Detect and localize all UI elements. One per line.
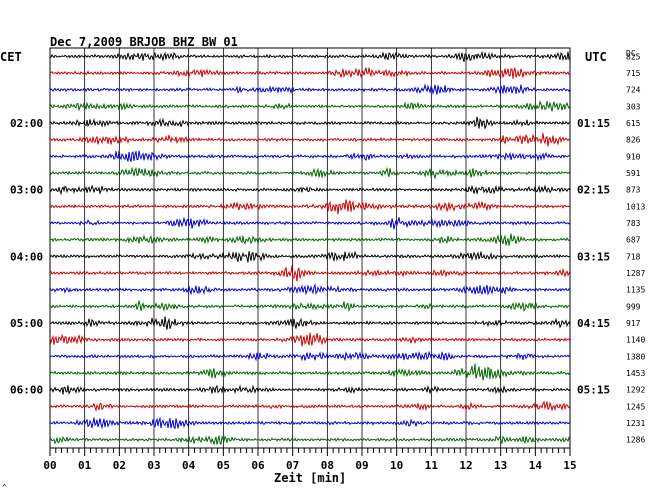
trace-line-7 — [49, 150, 571, 162]
dc-offset-label: 826 — [626, 136, 641, 145]
dc-offset-label: 825 — [626, 52, 641, 61]
x-tick-label: 11 — [425, 459, 439, 472]
dc-offset-label: 999 — [626, 302, 641, 311]
dc-offset-label: 1140 — [626, 336, 645, 345]
x-tick-label: 03 — [147, 459, 160, 472]
trace-line-4 — [49, 100, 571, 112]
left-timezone-label: CET — [0, 50, 22, 64]
trace-line-22 — [49, 400, 571, 413]
trace-line-15 — [49, 283, 571, 296]
dc-offset-label: 724 — [626, 86, 641, 95]
hour-labels: 02:00 03:00 04:00 05:00 06:00 01:15 02:15 03:15… — [10, 117, 610, 397]
trace-line-24 — [49, 435, 571, 446]
dc-offset-label: 1013 — [626, 202, 645, 211]
left-hour-label: 02:00 — [10, 117, 43, 130]
dc-offset-label: 1286 — [626, 436, 645, 445]
x-tick-label: 07 — [286, 459, 299, 472]
trace-line-23 — [49, 416, 571, 430]
trace-line-18 — [49, 332, 571, 347]
dc-offset-label: 687 — [626, 236, 641, 245]
dc-offset-label: 718 — [626, 252, 641, 261]
trace-line-11 — [49, 216, 571, 230]
dc-offset-label: 1231 — [626, 419, 645, 428]
trace-line-1 — [49, 50, 571, 62]
right-hour-label: 05:15 — [577, 384, 610, 397]
dc-offset-label: 1292 — [626, 386, 645, 395]
x-tick-label: 12 — [459, 459, 472, 472]
left-hour-label: 06:00 — [10, 384, 43, 397]
right-hour-label: 03:15 — [577, 250, 610, 263]
dc-offset-label: 715 — [626, 69, 641, 78]
x-tick-label: 00 — [43, 459, 56, 472]
x-tick-label: 02 — [113, 459, 126, 472]
chart-title: Dec 7,2009 BRJOB BHZ BW 01 — [50, 35, 238, 49]
trace-line-16 — [49, 300, 571, 313]
plot-grid — [84, 48, 536, 448]
x-tick-label: 08 — [321, 459, 334, 472]
trace-line-14 — [49, 265, 571, 282]
left-hour-label: 04:00 — [10, 250, 43, 263]
trace-line-21 — [49, 384, 571, 395]
dc-offset-label: 1380 — [626, 352, 645, 361]
trace-line-5 — [49, 116, 571, 129]
trace-line-3 — [49, 83, 571, 95]
dc-offset-label: 1135 — [626, 286, 645, 295]
dc-labels: 825 715 724 303 615 826 910 591 873 1013 783 687 718… — [626, 52, 645, 444]
dc-offset-label: 591 — [626, 169, 641, 178]
right-hour-label: 02:15 — [577, 184, 610, 197]
dc-offset-label: 783 — [626, 219, 641, 228]
trace-line-8 — [49, 166, 571, 180]
x-tick-label: 14 — [529, 459, 543, 472]
x-tick-label: 05 — [217, 459, 230, 472]
left-hour-label: 03:00 — [10, 184, 43, 197]
trace-line-9 — [49, 184, 571, 196]
trace-line-10 — [49, 199, 571, 215]
dc-offset-label: 615 — [626, 119, 641, 128]
dc-offset-label: 917 — [626, 319, 641, 328]
dc-offset-label: 1287 — [626, 269, 645, 278]
right-hour-label: 01:15 — [577, 117, 610, 130]
trace-line-17 — [49, 316, 571, 330]
x-tick-label: 04 — [182, 459, 196, 472]
trace-group — [49, 50, 571, 446]
trace-line-13 — [49, 250, 571, 263]
x-tick-label: 06 — [251, 459, 265, 472]
trace-line-12 — [49, 233, 571, 246]
dc-offset-label: 1245 — [626, 402, 645, 411]
x-axis: 00 01 02 03 04 05 06 07 08 09 10 11 12 13 14 15 — [43, 448, 577, 472]
x-tick-label: 01 — [78, 459, 92, 472]
x-tick-label: 15 — [563, 459, 576, 472]
trace-line-20 — [49, 363, 571, 381]
x-axis-label: Zeit [min] — [274, 471, 346, 485]
x-tick-label: 13 — [494, 459, 507, 472]
dc-offset-label: 873 — [626, 186, 641, 195]
x-tick-label: 10 — [390, 459, 403, 472]
right-timezone-label: UTC — [585, 50, 607, 64]
dc-offset-label: 303 — [626, 102, 641, 111]
x-tick-label: 09 — [355, 459, 368, 472]
left-hour-label: 05:00 — [10, 317, 43, 330]
dc-offset-label: 1453 — [626, 369, 645, 378]
trace-line-19 — [49, 350, 571, 362]
dc-offset-label: 910 — [626, 152, 641, 161]
trace-line-2 — [49, 67, 571, 79]
dc-column-label: DC — [626, 49, 636, 58]
right-hour-label: 04:15 — [577, 317, 610, 330]
trace-line-6 — [49, 133, 571, 147]
footer-mark: ^ — [2, 483, 7, 492]
